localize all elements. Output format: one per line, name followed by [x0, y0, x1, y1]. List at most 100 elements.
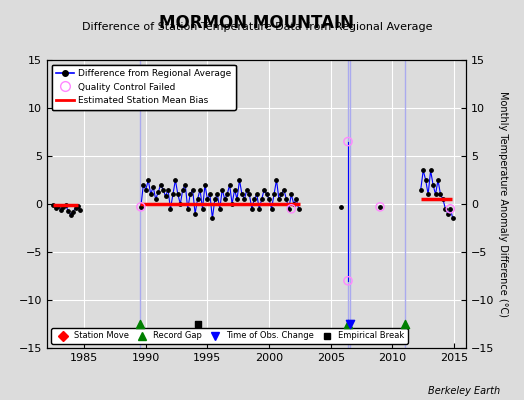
Point — [186, 191, 194, 198]
Point — [431, 191, 440, 198]
Point — [179, 186, 187, 193]
Point — [67, 211, 75, 218]
Point — [344, 138, 352, 145]
Point — [449, 215, 457, 222]
Point — [221, 196, 229, 202]
Point — [439, 196, 447, 202]
Point — [444, 210, 452, 217]
Point — [436, 191, 445, 198]
Point — [243, 186, 251, 193]
Y-axis label: Monthly Temperature Anomaly Difference (°C): Monthly Temperature Anomaly Difference (… — [498, 91, 508, 317]
Point — [287, 191, 296, 198]
Point — [228, 201, 236, 207]
Point — [137, 204, 145, 210]
Point — [71, 205, 80, 211]
Point — [69, 208, 77, 215]
Point — [434, 177, 442, 183]
Point — [294, 206, 303, 212]
Point — [255, 206, 264, 212]
Point — [137, 204, 145, 210]
Point — [77, 206, 85, 213]
Point — [211, 196, 219, 202]
Point — [144, 177, 152, 183]
Point — [344, 278, 352, 284]
Point — [376, 204, 384, 210]
Point — [400, 321, 409, 327]
Point — [429, 182, 437, 188]
Point — [74, 203, 82, 209]
Text: Berkeley Earth: Berkeley Earth — [428, 386, 500, 396]
Point — [161, 193, 170, 200]
Point — [51, 205, 60, 211]
Point — [193, 196, 202, 202]
Point — [208, 215, 216, 222]
Point — [285, 206, 293, 212]
Point — [265, 196, 274, 202]
Point — [292, 196, 300, 202]
Point — [57, 206, 65, 213]
Point — [287, 206, 296, 212]
Point — [225, 182, 234, 188]
Point — [198, 206, 206, 212]
Text: Difference of Station Temperature Data from Regional Average: Difference of Station Temperature Data f… — [82, 22, 432, 32]
Point — [233, 196, 241, 202]
Point — [290, 201, 298, 207]
Point — [59, 204, 68, 210]
Point — [421, 177, 430, 183]
Point — [344, 321, 352, 327]
Point — [135, 321, 144, 327]
Point — [272, 177, 281, 183]
Point — [151, 196, 160, 202]
Point — [346, 321, 355, 327]
Point — [280, 186, 288, 193]
Point — [238, 191, 246, 198]
Point — [141, 186, 150, 193]
Point — [235, 177, 244, 183]
Point — [189, 186, 197, 193]
Point — [49, 202, 58, 208]
Point — [54, 203, 62, 209]
Point — [61, 202, 70, 209]
Point — [181, 182, 190, 188]
Point — [193, 321, 202, 327]
Point — [176, 201, 184, 207]
Point — [173, 191, 182, 198]
Point — [245, 191, 254, 198]
Point — [169, 191, 177, 198]
Point — [250, 196, 258, 202]
Point — [263, 191, 271, 198]
Point — [231, 186, 239, 193]
Point — [215, 206, 224, 212]
Point — [196, 186, 204, 193]
Point — [159, 186, 167, 193]
Point — [424, 191, 432, 198]
Point — [417, 186, 425, 193]
Point — [154, 189, 162, 196]
Point — [257, 196, 266, 202]
Point — [149, 184, 157, 190]
Text: MORMON MOUNTAIN: MORMON MOUNTAIN — [159, 14, 354, 32]
Point — [446, 206, 454, 212]
Point — [277, 191, 286, 198]
Point — [223, 191, 232, 198]
Point — [419, 167, 428, 174]
Point — [206, 191, 214, 198]
Point — [191, 210, 199, 217]
Point — [147, 191, 155, 198]
Point — [260, 186, 268, 193]
Point — [213, 191, 222, 198]
Point — [267, 206, 276, 212]
Point — [427, 167, 435, 174]
Point — [336, 204, 345, 210]
Point — [156, 182, 165, 188]
Point — [248, 206, 256, 212]
Point — [164, 186, 172, 193]
Point — [166, 206, 174, 212]
Legend: Difference from Regional Average, Quality Control Failed, Estimated Station Mean: Difference from Regional Average, Qualit… — [52, 64, 236, 110]
Point — [253, 191, 261, 198]
Point — [64, 208, 72, 214]
Point — [240, 196, 248, 202]
Point — [376, 204, 384, 210]
Point — [139, 182, 148, 188]
Point — [441, 206, 450, 212]
